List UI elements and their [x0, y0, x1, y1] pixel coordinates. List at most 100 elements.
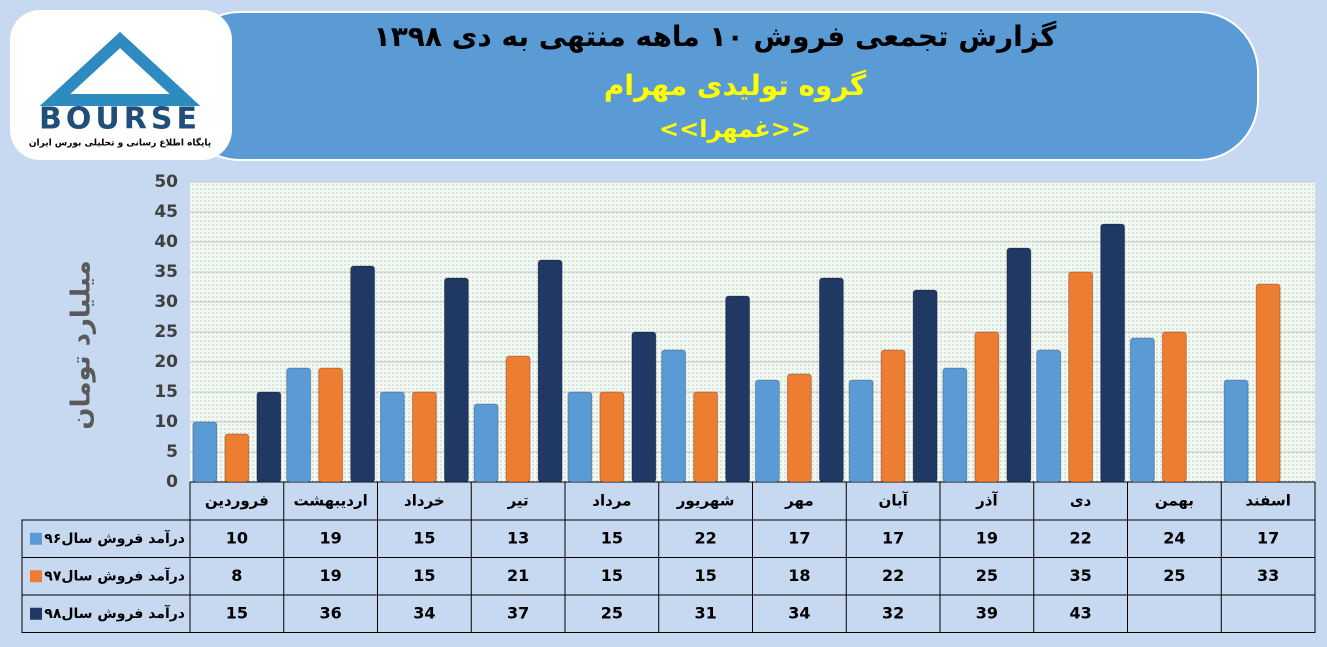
bar — [1036, 349, 1062, 483]
bar — [411, 391, 437, 483]
table-value: 22 — [1069, 528, 1091, 547]
x-tick-label: مرداد — [592, 492, 631, 510]
table-value: 35 — [1069, 566, 1091, 585]
table-value: 25 — [976, 566, 998, 585]
bar — [537, 259, 563, 483]
x-tick-label: مهر — [784, 492, 814, 510]
bar — [1255, 283, 1281, 483]
bar — [318, 367, 344, 483]
table-value: 15 — [694, 566, 716, 585]
bar — [192, 421, 218, 483]
y-tick-label: 5 — [166, 442, 178, 462]
logo-mark — [39, 31, 201, 106]
y-tick-label: 50 — [154, 172, 178, 192]
table-value: 25 — [1163, 566, 1185, 585]
x-tick-label: دی — [1070, 492, 1092, 510]
y-tick-label: 45 — [154, 202, 178, 222]
y-tick-label: 35 — [154, 262, 178, 282]
legend-label: درآمد فروش سال۹۶ — [44, 529, 185, 547]
legend-swatch — [30, 532, 42, 545]
table-value: 10 — [226, 528, 248, 547]
table-value: 22 — [694, 528, 716, 547]
table-value: 22 — [882, 566, 904, 585]
bar — [599, 391, 625, 483]
table-value: 19 — [976, 528, 998, 547]
table-value: 24 — [1163, 528, 1185, 547]
bar — [473, 403, 499, 483]
y-tick-label: 0 — [166, 472, 178, 492]
bar — [754, 379, 780, 483]
table-value: 34 — [788, 603, 810, 622]
x-tick-label: شهریور — [676, 492, 735, 510]
y-tick-label: 20 — [154, 352, 178, 372]
bar — [443, 277, 469, 483]
bar — [1223, 379, 1249, 483]
bar — [350, 265, 376, 483]
bar — [505, 355, 531, 483]
table-value: 31 — [694, 603, 716, 622]
chart-subtitle: گروه تولیدی مهرام — [604, 69, 867, 102]
table-value: 33 — [1257, 566, 1279, 585]
y-tick-label: 15 — [154, 382, 178, 402]
bar — [818, 277, 844, 483]
table-value: 15 — [413, 566, 435, 585]
legend-swatch — [30, 607, 42, 620]
x-tick-label: آبان — [879, 492, 909, 510]
table-value: 21 — [507, 566, 529, 585]
y-tick-label: 40 — [154, 232, 178, 252]
table-value: 13 — [507, 528, 529, 547]
table-value: 39 — [976, 603, 998, 622]
annotation: <<غمهرا>> — [659, 115, 811, 143]
table-value: 8 — [231, 566, 242, 585]
x-tick-label: اسفند — [1245, 492, 1290, 510]
legend-label: درآمد فروش سال۹۸ — [44, 604, 185, 622]
bar — [1068, 271, 1094, 483]
table-value: 17 — [788, 528, 810, 547]
bar — [224, 433, 250, 483]
table-value: 15 — [226, 603, 248, 622]
y-tick-label: 10 — [154, 412, 178, 432]
table-value: 34 — [413, 603, 435, 622]
table-value: 32 — [882, 603, 904, 622]
table-value: 36 — [319, 603, 341, 622]
bar — [567, 391, 593, 483]
legend-swatch — [30, 570, 42, 583]
logo-tagline: پایگاه اطلاع رسانی و تحلیلی بورس ایران — [29, 137, 211, 149]
bar — [880, 349, 906, 483]
bar — [848, 379, 874, 483]
bar — [912, 289, 938, 483]
legend-label: درآمد فروش سال۹۷ — [44, 566, 185, 584]
table-value: 17 — [882, 528, 904, 547]
bar — [1161, 331, 1187, 483]
x-tick-label: بهمن — [1155, 492, 1194, 510]
table-value: 15 — [601, 528, 623, 547]
bar — [661, 349, 687, 483]
logo-box — [10, 10, 232, 160]
bar — [286, 367, 312, 483]
bar — [725, 295, 751, 483]
y-tick-label: 30 — [154, 292, 178, 312]
y-tick-label: 25 — [154, 322, 178, 342]
bar — [1006, 247, 1032, 483]
table-value: 15 — [601, 566, 623, 585]
table-value: 19 — [319, 566, 341, 585]
table-value: 37 — [507, 603, 529, 622]
table-value: 19 — [319, 528, 341, 547]
x-tick-label: آذر — [975, 492, 998, 510]
bar — [786, 373, 812, 483]
bar — [974, 331, 1000, 483]
bar — [379, 391, 405, 483]
x-tick-label: اردیبهشت — [293, 492, 367, 510]
table-value: 15 — [413, 528, 435, 547]
table-value: 18 — [788, 566, 810, 585]
bar — [1100, 223, 1126, 483]
x-tick-label: فروردین — [205, 492, 269, 510]
bar — [256, 391, 282, 483]
x-tick-label: خرداد — [404, 492, 445, 510]
bar — [1129, 337, 1155, 483]
table-value: 25 — [601, 603, 623, 622]
bar — [631, 331, 657, 483]
x-tick-label: تیر — [507, 492, 529, 510]
chart-title: گزارش تجمعی فروش ۱۰ ماهه منتهی به دی ۱۳۹… — [374, 20, 1057, 53]
